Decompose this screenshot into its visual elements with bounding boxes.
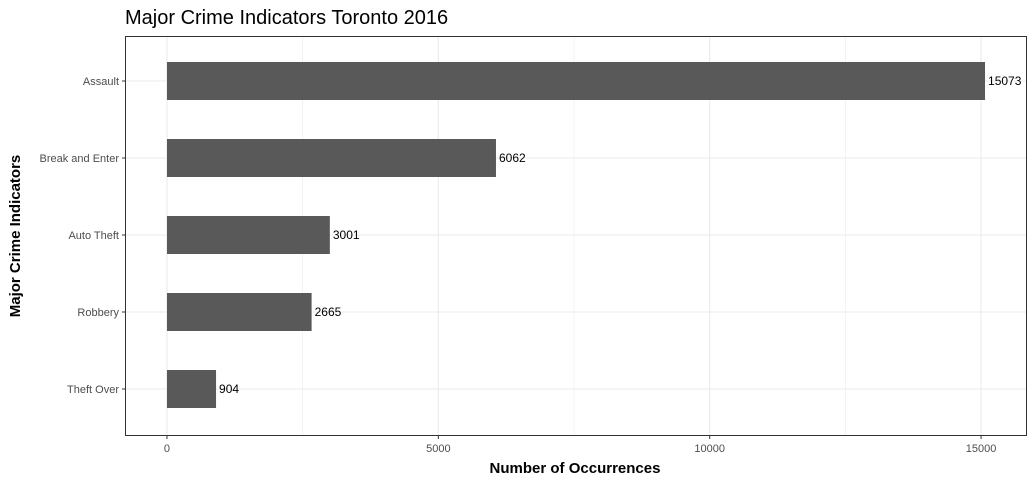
y-tick-label: Assault — [83, 76, 119, 88]
bar — [166, 139, 496, 177]
x-tick-label: 15000 — [966, 443, 997, 455]
x-tick-label: 5000 — [426, 443, 450, 455]
x-tick-label: 10000 — [694, 443, 725, 455]
data-label: 2665 — [315, 305, 342, 319]
y-axis-title: Major Crime Indicators — [7, 155, 24, 318]
bar — [166, 370, 217, 408]
y-tick-label: Robbery — [77, 307, 119, 319]
y-tick-label: Auto Theft — [68, 230, 119, 242]
data-label: 3001 — [333, 228, 360, 242]
bar — [166, 62, 986, 100]
data-label: 15073 — [988, 74, 1022, 88]
data-label: 904 — [219, 382, 239, 396]
plot-panel-border — [125, 36, 1027, 436]
chart-title: Major Crime Indicators Toronto 2016 — [125, 7, 448, 29]
bar — [166, 293, 312, 331]
x-tick-label: 0 — [164, 443, 170, 455]
bar — [166, 216, 330, 254]
bars — [166, 62, 986, 408]
data-labels: 15073 6062 3001 2665 904 — [219, 74, 1022, 396]
data-label: 6062 — [499, 151, 526, 165]
x-axis: 0 5000 10000 15000 — [164, 435, 996, 455]
y-axis: Assault Break and Enter Auto Theft Robbery T… — [40, 76, 126, 396]
y-tick-label: Break and Enter — [40, 153, 120, 165]
y-tick-label: Theft Over — [67, 384, 119, 396]
x-axis-title: Number of Occurrences — [490, 460, 661, 477]
